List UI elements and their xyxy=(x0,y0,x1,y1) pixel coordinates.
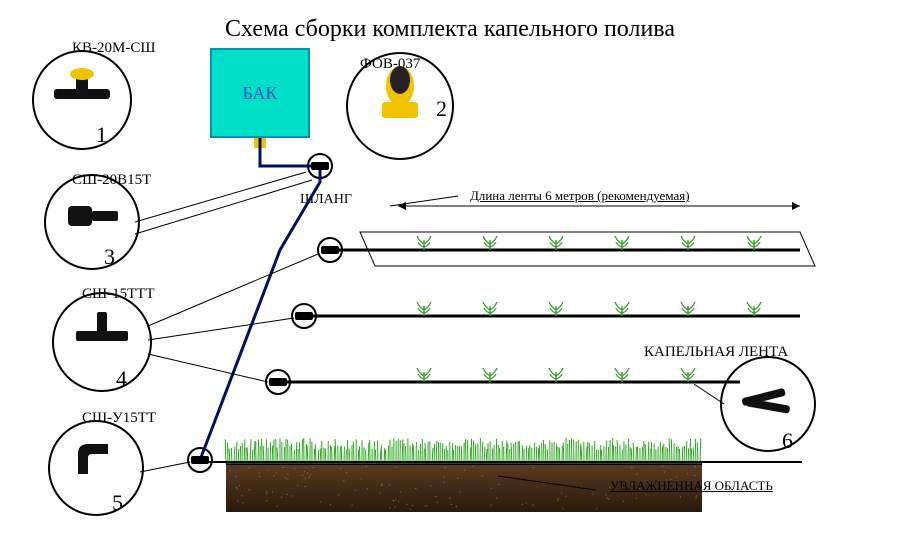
label: ШЛАНГ xyxy=(300,192,352,208)
junction-1 xyxy=(307,153,333,179)
callout-label-4: СШ-15ТТТ xyxy=(82,286,155,303)
callout-label-1: КВ-20М-СШ xyxy=(72,40,155,57)
callout-number-6: 6 xyxy=(782,428,793,454)
callout-1 xyxy=(32,50,132,150)
junction-3 xyxy=(291,303,317,329)
callout-number-4: 4 xyxy=(116,366,127,392)
grass-area xyxy=(226,436,702,464)
callout-5 xyxy=(48,420,144,516)
callout-6 xyxy=(720,356,816,452)
junction-2 xyxy=(317,237,343,263)
tank-label: БАК xyxy=(242,83,277,104)
tank: БАК xyxy=(210,48,310,138)
callout-number-5: 5 xyxy=(112,490,123,516)
callout-number-3: 3 xyxy=(104,244,115,270)
callout-4 xyxy=(52,292,152,392)
callout-number-1: 1 xyxy=(96,122,107,148)
callout-label-5: СШ-У15ТТ xyxy=(82,410,156,427)
callout-label-3: СШ-20В15Т xyxy=(72,172,151,189)
callout-label-2: ФОВ-037 xyxy=(360,56,420,73)
label: Длина ленты 6 метров (рекомендуемая) xyxy=(470,188,690,204)
label: УВЛАЖНЕННАЯ ОБЛАСТЬ xyxy=(610,478,773,494)
callout-number-2: 2 xyxy=(436,96,447,122)
diagram-title: Схема сборки комплекта капельного полива xyxy=(0,16,900,43)
junction-4 xyxy=(265,369,291,395)
junction-5 xyxy=(187,447,213,473)
callout-label-6: КАПЕЛЬНАЯ ЛЕНТА xyxy=(644,344,788,361)
